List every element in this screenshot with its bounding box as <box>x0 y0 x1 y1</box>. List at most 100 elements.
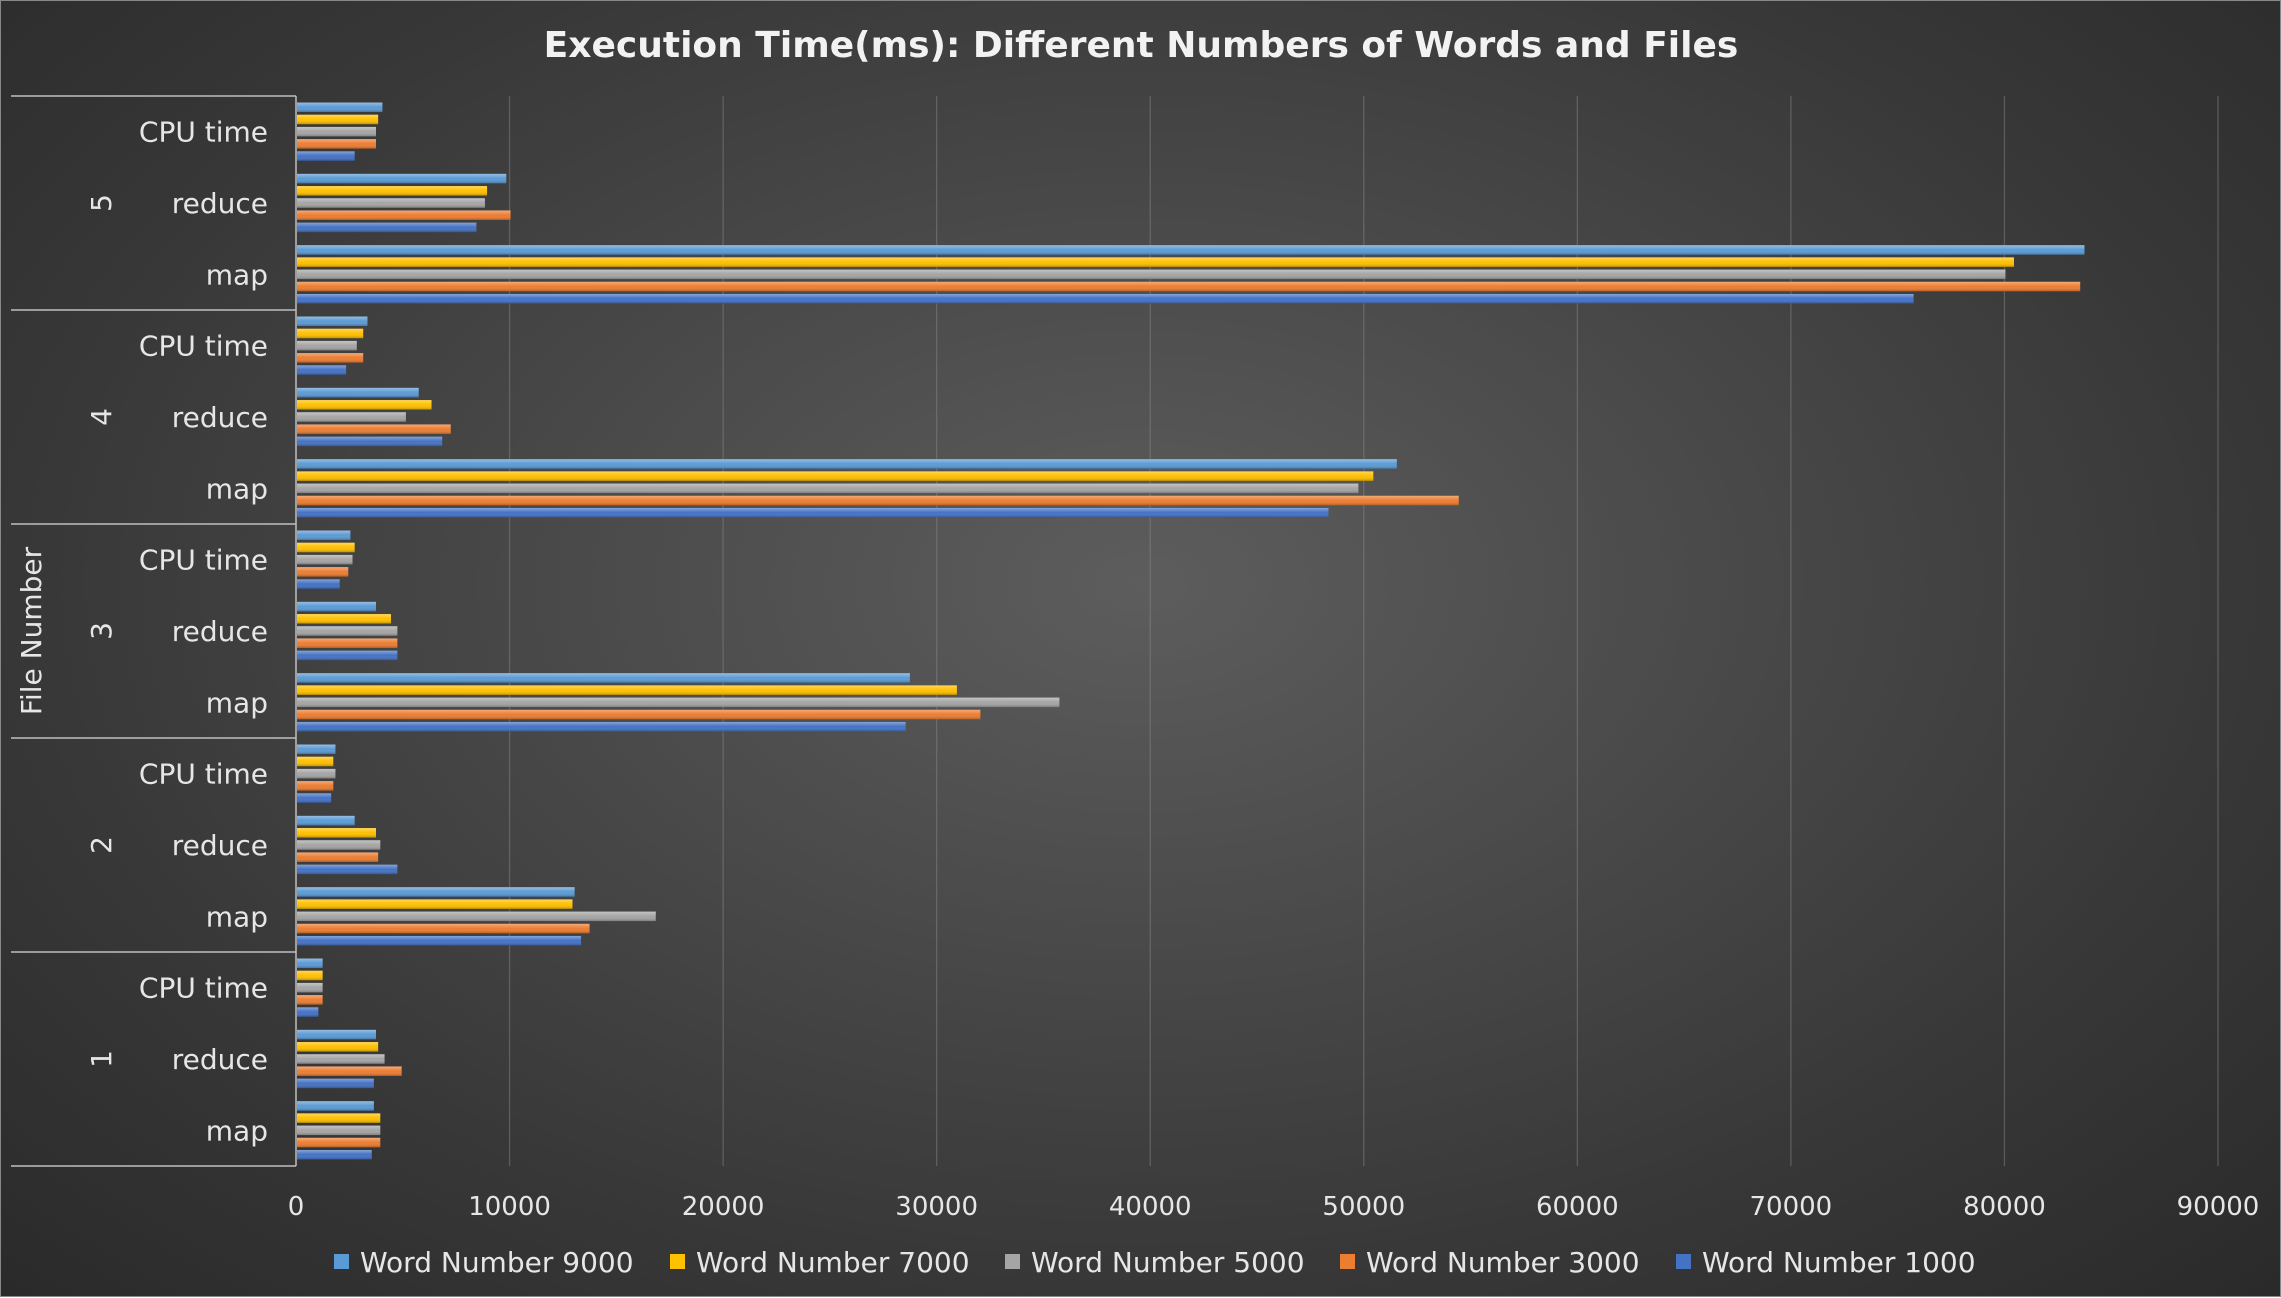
bar-shading <box>297 353 364 363</box>
category-label: map <box>206 472 268 505</box>
bar-shading <box>297 126 377 137</box>
bar-shading <box>297 400 432 410</box>
x-tick-label: 10000 <box>468 1192 551 1222</box>
category-label: map <box>206 900 268 933</box>
group-label: 4 <box>85 408 118 426</box>
bar-shading <box>297 1029 377 1040</box>
x-tick-label: 50000 <box>1322 1192 1405 1222</box>
legend-swatch <box>1340 1254 1355 1269</box>
category-label: reduce <box>172 401 268 434</box>
bar-shading <box>297 815 355 826</box>
legend: Word Number 9000 Word Number 7000 Word Num… <box>334 1246 1976 1279</box>
bar-shading <box>297 210 511 220</box>
bar-shading <box>297 935 582 946</box>
category-labels: 1 map reduce CPU time 2 map reduce CPU time 3 map… <box>85 116 268 1148</box>
category-label: CPU time <box>139 758 268 791</box>
bar-shading <box>297 828 377 838</box>
bar-shading <box>297 340 357 351</box>
bar-shading <box>297 507 1329 518</box>
bar-shading <box>297 424 451 434</box>
bar-shading <box>297 198 485 208</box>
bar-shading <box>297 483 1359 494</box>
bar-shading <box>297 840 381 850</box>
group-label: 1 <box>85 1050 118 1068</box>
group-label: 3 <box>85 622 118 640</box>
bar-shading <box>297 685 957 695</box>
bar-shading <box>297 899 573 909</box>
bar-shading <box>297 530 351 541</box>
category-label: reduce <box>172 187 268 220</box>
bar-shading <box>297 1054 385 1064</box>
bar-shading <box>297 768 336 779</box>
x-tick-label: 40000 <box>1109 1192 1192 1222</box>
bar-shading <box>297 852 379 862</box>
bar-shading <box>297 1066 402 1076</box>
bar-shading <box>297 1101 374 1111</box>
y-axis-title: File Number <box>15 546 48 715</box>
bar-shading <box>297 614 391 624</box>
bar-shading <box>297 281 2081 292</box>
bar-shading <box>297 365 347 375</box>
bar-shading <box>297 887 575 897</box>
x-tick-label: 30000 <box>895 1192 978 1222</box>
legend-label: Word Number 5000 <box>1031 1246 1305 1279</box>
legend-swatch <box>670 1254 685 1269</box>
bar-shading <box>297 673 910 683</box>
legend-swatch <box>1005 1254 1020 1269</box>
bar-shading <box>297 1149 372 1160</box>
bar-shading <box>297 412 406 422</box>
bar-shading <box>297 579 340 589</box>
category-label: CPU time <box>139 544 268 577</box>
bar-shading <box>297 151 355 161</box>
bar-shading <box>297 911 656 922</box>
bar-shading <box>297 114 379 125</box>
group-label: 5 <box>85 194 118 212</box>
bar-shading <box>297 567 349 577</box>
category-label: map <box>206 686 268 719</box>
bar-shading <box>297 793 332 803</box>
x-axis-ticks: 0 10000 20000 30000 40000 50000 60000 70000 8000… <box>288 1192 2260 1222</box>
legend-swatch <box>334 1254 349 1269</box>
category-label: reduce <box>172 1043 268 1076</box>
legend-label: Word Number 3000 <box>1366 1246 1640 1279</box>
x-tick-label: 80000 <box>1963 1192 2046 1222</box>
bars <box>297 102 2085 1160</box>
bar-shading <box>297 697 1060 708</box>
bar-shading <box>297 459 1397 469</box>
bar-shading <box>297 982 323 993</box>
bar-shading <box>297 864 398 875</box>
bar-shading <box>297 186 488 196</box>
x-tick-label: 60000 <box>1536 1192 1619 1222</box>
bar-shading <box>297 1078 374 1089</box>
bar-shading <box>297 709 981 720</box>
bar-shading <box>297 328 364 339</box>
bar-shading <box>297 958 323 969</box>
legend-label: Word Number 9000 <box>360 1246 634 1279</box>
bar-shading <box>297 744 336 755</box>
x-tick-label: 0 <box>288 1192 305 1222</box>
chart-title: Execution Time(ms): Different Numbers of… <box>544 25 1739 66</box>
bar-shading <box>297 650 398 661</box>
bar-shading <box>297 269 2006 280</box>
x-tick-label: 20000 <box>682 1192 765 1222</box>
bar-shading <box>297 721 906 732</box>
x-tick-label: 70000 <box>1750 1192 1833 1222</box>
bar-shading <box>297 626 398 636</box>
category-label: map <box>206 258 268 291</box>
bar-shading <box>297 1125 381 1136</box>
bar-shading <box>297 316 368 327</box>
bar-shading <box>297 995 323 1005</box>
bar-shading <box>297 471 1374 481</box>
bar-shading <box>297 102 383 113</box>
legend-label: Word Number 1000 <box>1702 1246 1976 1279</box>
bar-shading <box>297 173 507 184</box>
bar-shading <box>297 638 398 648</box>
bar-shading <box>297 923 590 934</box>
group-label: 2 <box>85 836 118 854</box>
category-label: map <box>206 1114 268 1147</box>
legend-swatch <box>1676 1254 1691 1269</box>
bar-shading <box>297 601 377 612</box>
category-label: reduce <box>172 615 268 648</box>
bar-shading <box>297 222 477 233</box>
